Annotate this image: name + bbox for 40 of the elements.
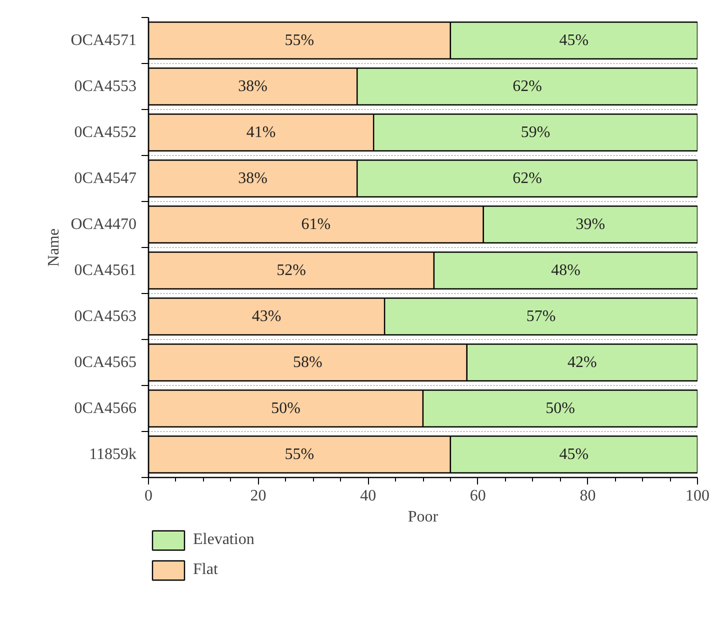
y-tick-label: 0CA4565 [74, 354, 137, 371]
data-label: 39% [576, 216, 606, 233]
data-label: 50% [271, 400, 300, 417]
data-label: 58% [293, 354, 322, 371]
data-label: 45% [559, 32, 589, 49]
data-label: 45% [559, 446, 589, 463]
y-tick-label: 0CA4561 [74, 262, 137, 279]
data-label: 43% [252, 308, 282, 325]
y-tick-label: 0CA4547 [74, 170, 137, 187]
data-label: 55% [284, 446, 314, 463]
x-tick-label: 40 [360, 488, 376, 504]
data-label: 50% [546, 400, 575, 417]
x-tick-label: 0 [144, 488, 152, 504]
data-label: 52% [276, 262, 306, 279]
data-label: 48% [551, 262, 580, 279]
y-tick-label: 0CA4552 [74, 124, 137, 141]
data-label: 62% [512, 170, 542, 187]
data-label: 42% [568, 354, 597, 371]
data-label: 41% [246, 124, 276, 141]
data-label: 59% [520, 124, 550, 141]
x-tick-label: 60 [470, 488, 486, 504]
data-label: 55% [284, 32, 314, 49]
data-label: 38% [238, 78, 268, 95]
y-tick-label: 0CA4566 [74, 400, 137, 417]
x-tick-label: 20 [250, 488, 266, 504]
legend-label: Elevation [193, 531, 254, 549]
y-tick-label: 0CA4553 [74, 78, 137, 95]
y-tick-label: OCA4470 [70, 216, 136, 233]
x-tick-label: 100 [686, 488, 710, 504]
x-axis-title: Poor [408, 508, 439, 526]
y-tick-label: 0CA4563 [74, 308, 137, 325]
x-tick-label: 80 [580, 488, 596, 504]
legend-label: Flat [193, 561, 218, 579]
data-label: 57% [526, 308, 556, 325]
y-tick-label: OCA4571 [70, 32, 136, 49]
data-label: 62% [512, 78, 542, 95]
data-label: 38% [238, 170, 268, 187]
y-axis-title: Name [46, 228, 63, 267]
data-label: 61% [301, 216, 331, 233]
y-tick-label: 11859k [89, 446, 136, 463]
